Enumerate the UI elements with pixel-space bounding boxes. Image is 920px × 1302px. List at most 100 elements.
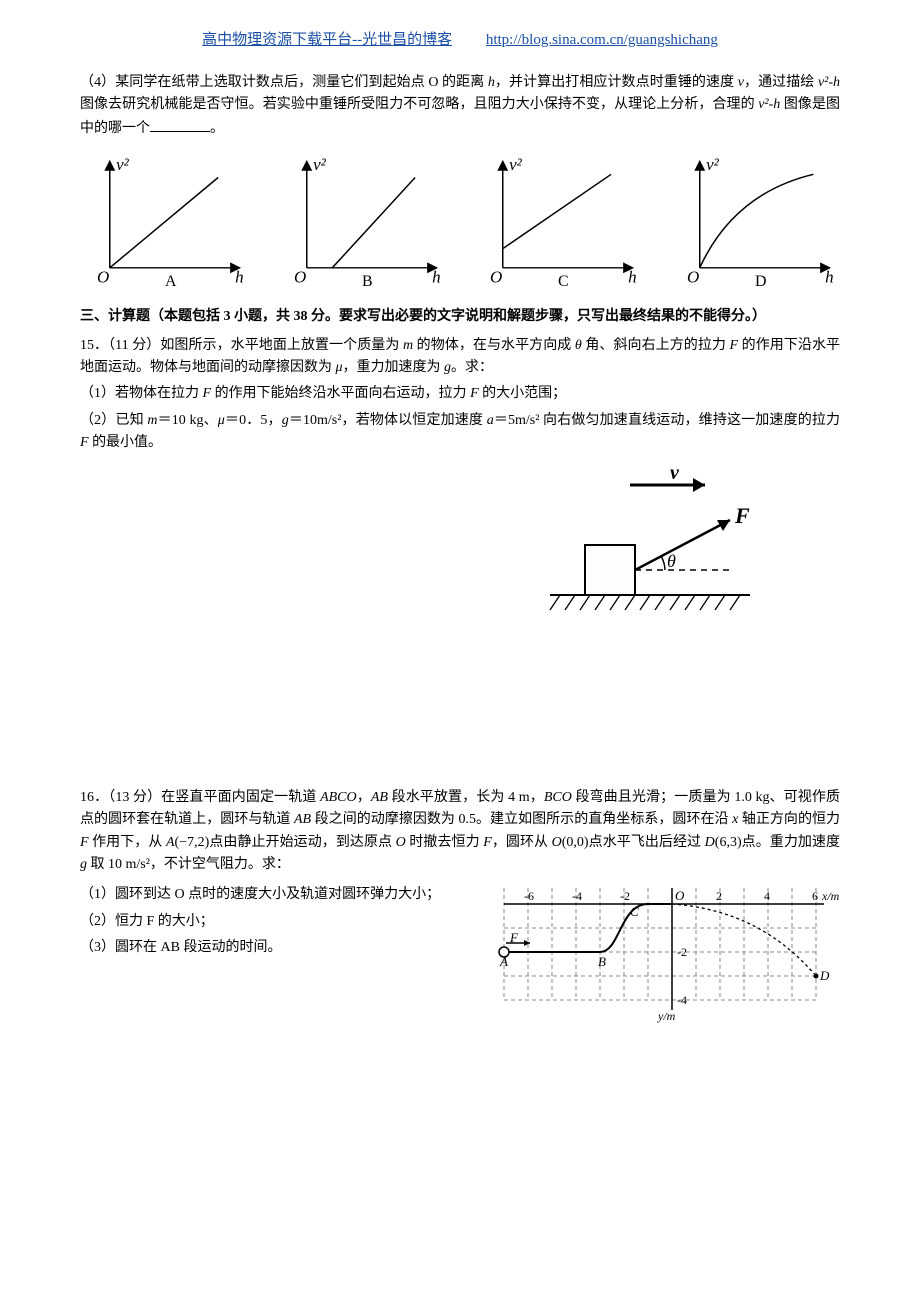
answer-blank[interactable]: [150, 117, 210, 132]
v2h: v²-h: [758, 97, 780, 112]
q16-stem: 16．（13 分）在竖直平面内固定一轨道 ABCO，AB 段水平放置，长为 4 …: [80, 787, 840, 877]
label-O: O: [675, 888, 685, 903]
D: D: [705, 835, 715, 850]
q15-figure: v F θ: [80, 465, 840, 643]
t: 作用下，从: [89, 835, 166, 850]
F: F: [203, 386, 212, 401]
m: m: [147, 413, 157, 428]
origin-label: O: [490, 268, 502, 287]
g: g: [444, 360, 451, 375]
m: m: [403, 338, 413, 353]
t: ＝10 kg、: [158, 413, 218, 428]
axis-y-label: v²: [313, 155, 327, 174]
g: g: [282, 413, 289, 428]
t: 轴正方向的恒力: [738, 812, 840, 827]
xtick: 4: [764, 889, 770, 903]
chart-label-B: B: [362, 273, 373, 290]
t: 段水平放置，长为 4 m，: [388, 790, 544, 805]
t: ，: [357, 790, 371, 805]
xtick: 2: [716, 889, 722, 903]
g: g: [80, 857, 87, 872]
t: 的作用下能始终沿水平面向右运动，拉力: [211, 386, 470, 401]
axis-x-label: h: [432, 268, 441, 287]
t: （4）某同学在纸带上选取计数点后，测量它们到起始点 O 的距离: [80, 75, 488, 90]
F: F: [483, 835, 492, 850]
t: （2）已知: [80, 413, 147, 428]
axis-x-label: h: [628, 268, 637, 287]
label-D: D: [819, 968, 830, 983]
origin-label: O: [687, 268, 699, 287]
t: ＝0．5，: [225, 413, 282, 428]
t: 的物体，在与水平方向成: [413, 338, 575, 353]
t: ，通过描绘: [744, 75, 818, 90]
axis-y-label: v²: [116, 155, 130, 174]
t: ，并计算出打相应计数点时重锤的速度: [495, 75, 738, 90]
t: （1）若物体在拉力: [80, 386, 203, 401]
t: ＝10m/s²，若物体以恒定加速度: [289, 413, 487, 428]
origin-label: O: [294, 268, 306, 287]
v-label: v: [670, 465, 680, 484]
t: ，重力加速度为: [343, 360, 445, 375]
axis-x-label: h: [235, 268, 244, 287]
chart-A: v² h O A: [80, 150, 250, 290]
t: 。: [210, 121, 224, 136]
chart-B: v² h O B: [277, 150, 447, 290]
a: a: [487, 413, 494, 428]
ytick: -2: [677, 945, 687, 959]
t: (−7,2)点由静止开始运动，到达原点: [175, 835, 396, 850]
axis-y-label: v²: [706, 155, 720, 174]
A: A: [166, 835, 175, 850]
label-C: C: [630, 904, 639, 919]
t: 。求：: [451, 360, 493, 375]
label-B: B: [598, 954, 606, 969]
chart-D: v² h O D: [670, 150, 840, 290]
F: F: [80, 835, 89, 850]
t: ＝5m/s² 向右做匀加速直线运动，维持这一加速度的拉力: [494, 413, 840, 428]
F: F: [80, 435, 89, 450]
t: 时撤去恒力: [406, 835, 483, 850]
F: F: [730, 338, 739, 353]
section3-title: 三、计算题（本题包括 3 小题，共 38 分。要求写出必要的文字说明和解题步骤，…: [80, 306, 840, 328]
AB: AB: [371, 790, 388, 805]
mu: μ: [218, 413, 225, 428]
t: 图像去研究机械能是否守恒。若实验中重锤所受阻力不可忽略，且阻力大小保持不变，从理…: [80, 97, 758, 112]
mu: μ: [336, 360, 343, 375]
ytick: -4: [677, 993, 687, 1007]
t: 段之间的动摩擦因数为 0.5。建立如图所示的直角坐标系，圆环在沿: [311, 812, 732, 827]
origin-label: O: [97, 268, 109, 287]
xtick: -2: [620, 889, 630, 903]
t: (0,0)点水平飞出后经过: [562, 835, 705, 850]
xtick: -4: [572, 889, 582, 903]
header-source[interactable]: 高中物理资源下载平台--光世昌的博客: [202, 32, 452, 48]
F-label: F: [734, 503, 750, 528]
O: O: [396, 835, 406, 850]
chart-label-D: D: [755, 273, 767, 290]
label-F: F: [509, 930, 519, 945]
page-header: 高中物理资源下载平台--光世昌的博客 http://blog.sina.com.…: [80, 28, 840, 52]
q14-part4-text: （4）某同学在纸带上选取计数点后，测量它们到起始点 O 的距离 h，并计算出打相…: [80, 72, 840, 140]
q15-p1: （1）若物体在拉力 F 的作用下能始终沿水平面向右运动，拉力 F 的大小范围；: [80, 383, 840, 405]
chart-C: v² h O C: [473, 150, 643, 290]
t: 角、斜向右上方的拉力: [582, 338, 730, 353]
t: 的大小范围；: [479, 386, 567, 401]
xtick: -6: [524, 889, 534, 903]
t: 的最小值。: [89, 435, 163, 450]
t: 15．（11 分）如图所示，水平地面上放置一个质量为: [80, 338, 403, 353]
axis-x-label: h: [825, 268, 834, 287]
O: O: [552, 835, 562, 850]
BCO: BCO: [544, 790, 572, 805]
header-url[interactable]: http://blog.sina.com.cn/guangshichang: [486, 32, 718, 48]
q15-stem: 15．（11 分）如图所示，水平地面上放置一个质量为 m 的物体，在与水平方向成…: [80, 335, 840, 380]
q15-p2: （2）已知 m＝10 kg、μ＝0．5，g＝10m/s²，若物体以恒定加速度 a…: [80, 410, 840, 455]
yunit: y/m: [657, 1009, 676, 1023]
theta: θ: [575, 338, 582, 353]
AB: AB: [294, 812, 311, 827]
t: (6,3)点。重力加速度: [715, 835, 840, 850]
q14-charts-row: v² h O A v² h O B: [80, 150, 840, 290]
chart-label-C: C: [558, 273, 569, 290]
xtick: 6: [812, 889, 818, 903]
chart-label-A: A: [165, 273, 177, 290]
t: 取 10 m/s²，不计空气阻力。求：: [87, 857, 290, 872]
v2h: v²-h: [818, 75, 840, 90]
q16-figure: -6 -4 -2 2 4 6 x/m -2 -4 y/m: [480, 880, 840, 1038]
